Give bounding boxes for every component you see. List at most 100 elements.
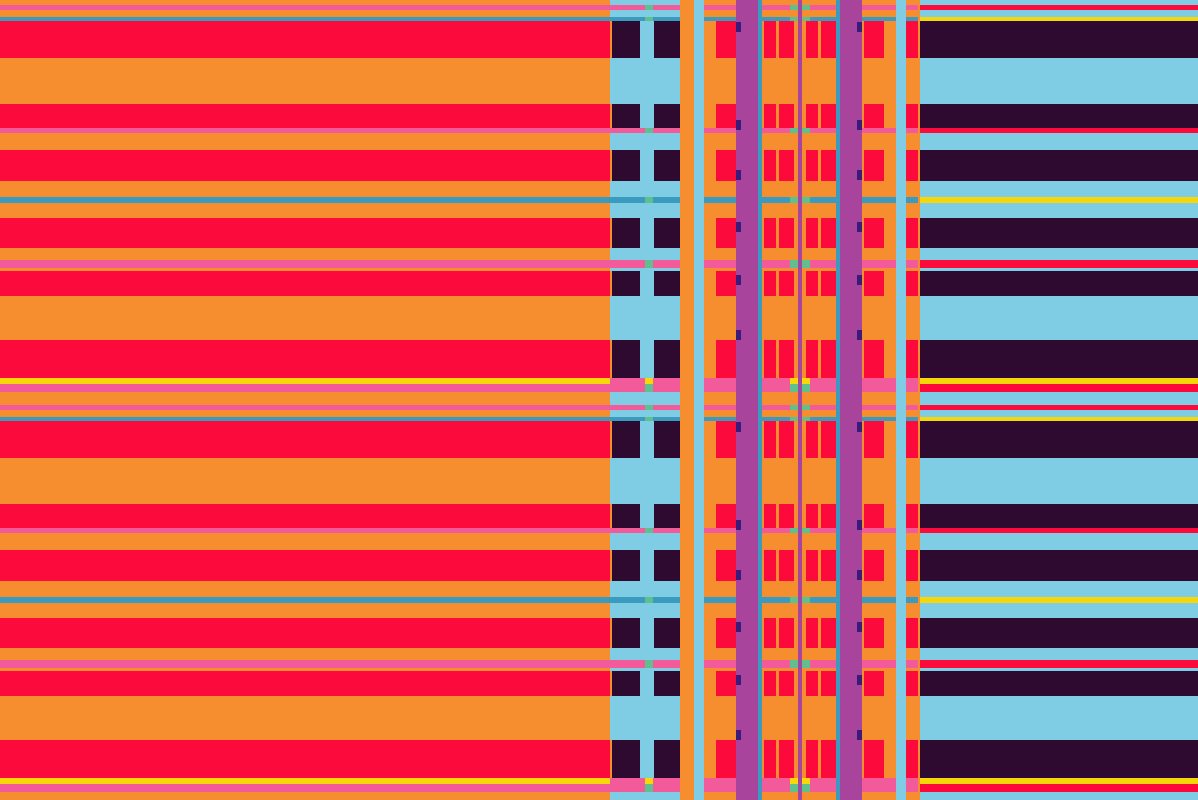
stripe-tick <box>736 520 741 530</box>
stripe-tick <box>857 622 862 632</box>
vertical-stripe <box>694 0 704 800</box>
right-band <box>920 603 1198 618</box>
mid-block <box>779 150 794 181</box>
stripe-tick <box>736 170 741 180</box>
mid-dot <box>645 528 653 533</box>
mid-dot <box>645 197 653 203</box>
left-band <box>0 21 610 58</box>
mid-cell <box>610 410 680 417</box>
mid-block <box>906 504 920 528</box>
mid-dot <box>645 378 653 384</box>
mid-line <box>610 128 920 133</box>
stripe-tick <box>857 22 862 32</box>
left-band <box>0 150 610 181</box>
left-band <box>0 218 610 248</box>
mid-square <box>612 271 640 296</box>
right-band <box>920 0 1198 5</box>
mid-block <box>764 271 776 296</box>
mid-cell <box>610 696 680 740</box>
right-band <box>920 21 1198 58</box>
mid-block <box>821 150 836 181</box>
mid-block <box>806 150 818 181</box>
mid-block <box>821 421 836 458</box>
vertical-stripe <box>758 0 762 800</box>
left-band <box>0 133 610 150</box>
mid-block <box>716 150 736 181</box>
mid-dot <box>645 384 653 392</box>
mid-block <box>779 271 794 296</box>
mid-square <box>654 271 680 296</box>
mid-dot <box>645 17 653 21</box>
mid-square <box>640 21 654 58</box>
mid-block <box>864 618 884 648</box>
stripe-tick <box>736 730 741 740</box>
right-band <box>920 618 1198 648</box>
right-band <box>920 203 1198 218</box>
mid-block <box>806 340 818 378</box>
mid-dot <box>645 417 653 421</box>
left-band <box>0 400 610 405</box>
right-band <box>920 248 1198 260</box>
right-band <box>920 458 1198 504</box>
stripe-tick <box>857 222 862 232</box>
mid-block <box>806 504 818 528</box>
mid-bg <box>610 392 920 400</box>
right-band <box>920 410 1198 417</box>
mid-cell <box>610 581 680 597</box>
right-band <box>920 792 1198 800</box>
left-band <box>0 696 610 740</box>
left-band <box>0 271 610 296</box>
mid-block <box>716 271 736 296</box>
mid-square <box>654 340 680 378</box>
mid-square <box>612 550 640 581</box>
mid-square <box>654 150 680 181</box>
mid-square <box>640 504 654 528</box>
mid-dot <box>645 597 653 603</box>
right-band <box>920 778 1198 784</box>
left-band <box>0 17 610 21</box>
mid-block <box>806 271 818 296</box>
mid-line <box>610 660 920 668</box>
left-band <box>0 296 610 340</box>
left-band <box>0 458 610 504</box>
mid-cell <box>610 0 680 5</box>
mid-block <box>779 740 794 778</box>
mid-line <box>610 260 920 268</box>
mid-block <box>716 740 736 778</box>
right-band <box>920 268 1198 271</box>
mid-block <box>764 618 776 648</box>
mid-cell <box>610 10 680 17</box>
right-band <box>920 260 1198 268</box>
right-band <box>920 150 1198 181</box>
mid-block <box>864 104 884 128</box>
mid-line <box>610 784 920 792</box>
mid-square <box>640 218 654 248</box>
mid-square <box>654 104 680 128</box>
left-band <box>0 421 610 458</box>
mid-square <box>612 618 640 648</box>
mid-block <box>716 340 736 378</box>
mid-block <box>764 504 776 528</box>
mid-block <box>764 104 776 128</box>
mid-cell <box>610 792 680 800</box>
mid-square <box>640 421 654 458</box>
right-band <box>920 104 1198 128</box>
mid-block <box>716 504 736 528</box>
mid-dot <box>645 660 653 668</box>
right-band <box>920 784 1198 792</box>
stripe-tick <box>736 622 741 632</box>
right-band <box>920 740 1198 778</box>
vertical-stripe <box>840 0 862 800</box>
mid-block <box>906 618 920 648</box>
right-band <box>920 10 1198 17</box>
left-band <box>0 504 610 528</box>
mid-block <box>906 671 920 696</box>
mid-block <box>764 218 776 248</box>
mid-block <box>716 421 736 458</box>
mid-dot <box>645 128 653 133</box>
left-band <box>0 248 610 260</box>
vertical-stripe <box>798 0 802 800</box>
right-band <box>920 340 1198 378</box>
left-band <box>0 648 610 660</box>
